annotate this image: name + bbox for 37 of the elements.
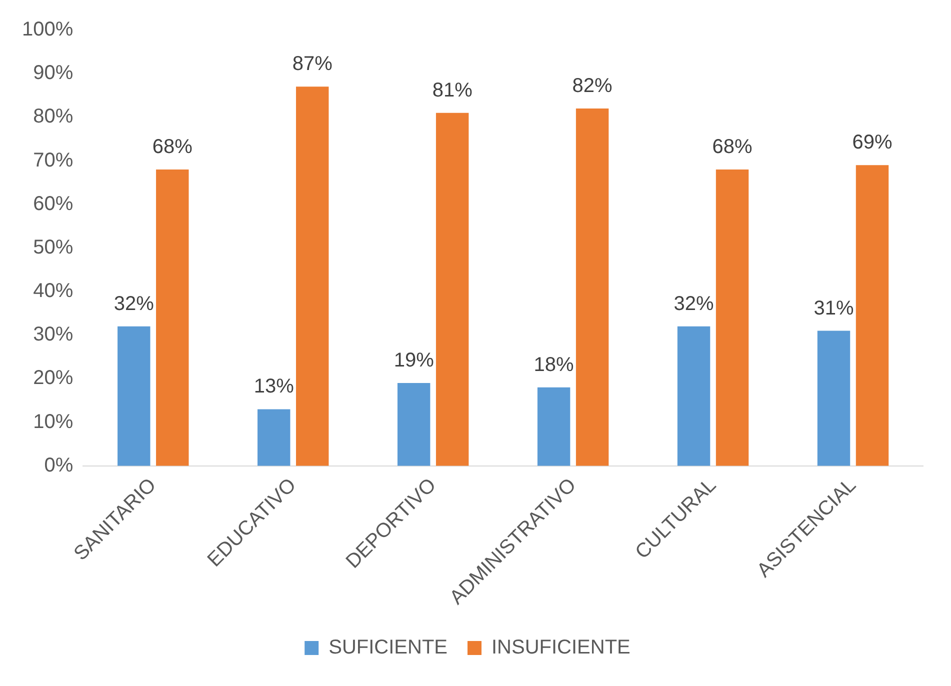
- data-label: 32%: [674, 292, 714, 315]
- bar: [436, 112, 469, 466]
- data-label: 13%: [254, 376, 294, 398]
- y-tick-label: 80%: [33, 106, 74, 128]
- y-tick-label: 60%: [33, 192, 74, 215]
- data-label: 68%: [152, 136, 193, 158]
- legend-label: INSUFICIENTE: [492, 636, 630, 659]
- bar: [258, 409, 290, 466]
- data-label: 18%: [534, 354, 574, 376]
- y-tick-label: 0%: [44, 454, 74, 476]
- y-tick-label: 30%: [33, 324, 74, 346]
- y-tick-label: 20%: [33, 367, 74, 390]
- data-label: 19%: [394, 350, 434, 372]
- data-label: 82%: [572, 74, 613, 97]
- y-tick-label: 40%: [33, 280, 74, 302]
- bar: [576, 108, 609, 466]
- bar: [677, 326, 710, 466]
- bar: [397, 383, 430, 466]
- data-label: 69%: [852, 132, 892, 154]
- bar: [817, 330, 850, 466]
- y-tick-label: 50%: [33, 236, 74, 258]
- bar: [118, 326, 150, 466]
- data-label: 87%: [292, 53, 333, 76]
- data-label: 32%: [114, 292, 154, 315]
- y-tick-label: 90%: [33, 62, 74, 84]
- y-tick-label: 10%: [33, 410, 74, 433]
- bar: [156, 169, 189, 466]
- bar: [856, 165, 889, 466]
- data-label: 68%: [712, 136, 753, 158]
- data-label: 31%: [814, 297, 854, 320]
- bar: [537, 387, 570, 466]
- legend-label: SUFICIENTE: [328, 636, 448, 659]
- y-tick-label: 70%: [33, 149, 74, 172]
- y-tick-label: 100%: [22, 18, 74, 41]
- bar: [716, 169, 749, 466]
- bar: [296, 86, 329, 466]
- data-label: 81%: [432, 79, 473, 102]
